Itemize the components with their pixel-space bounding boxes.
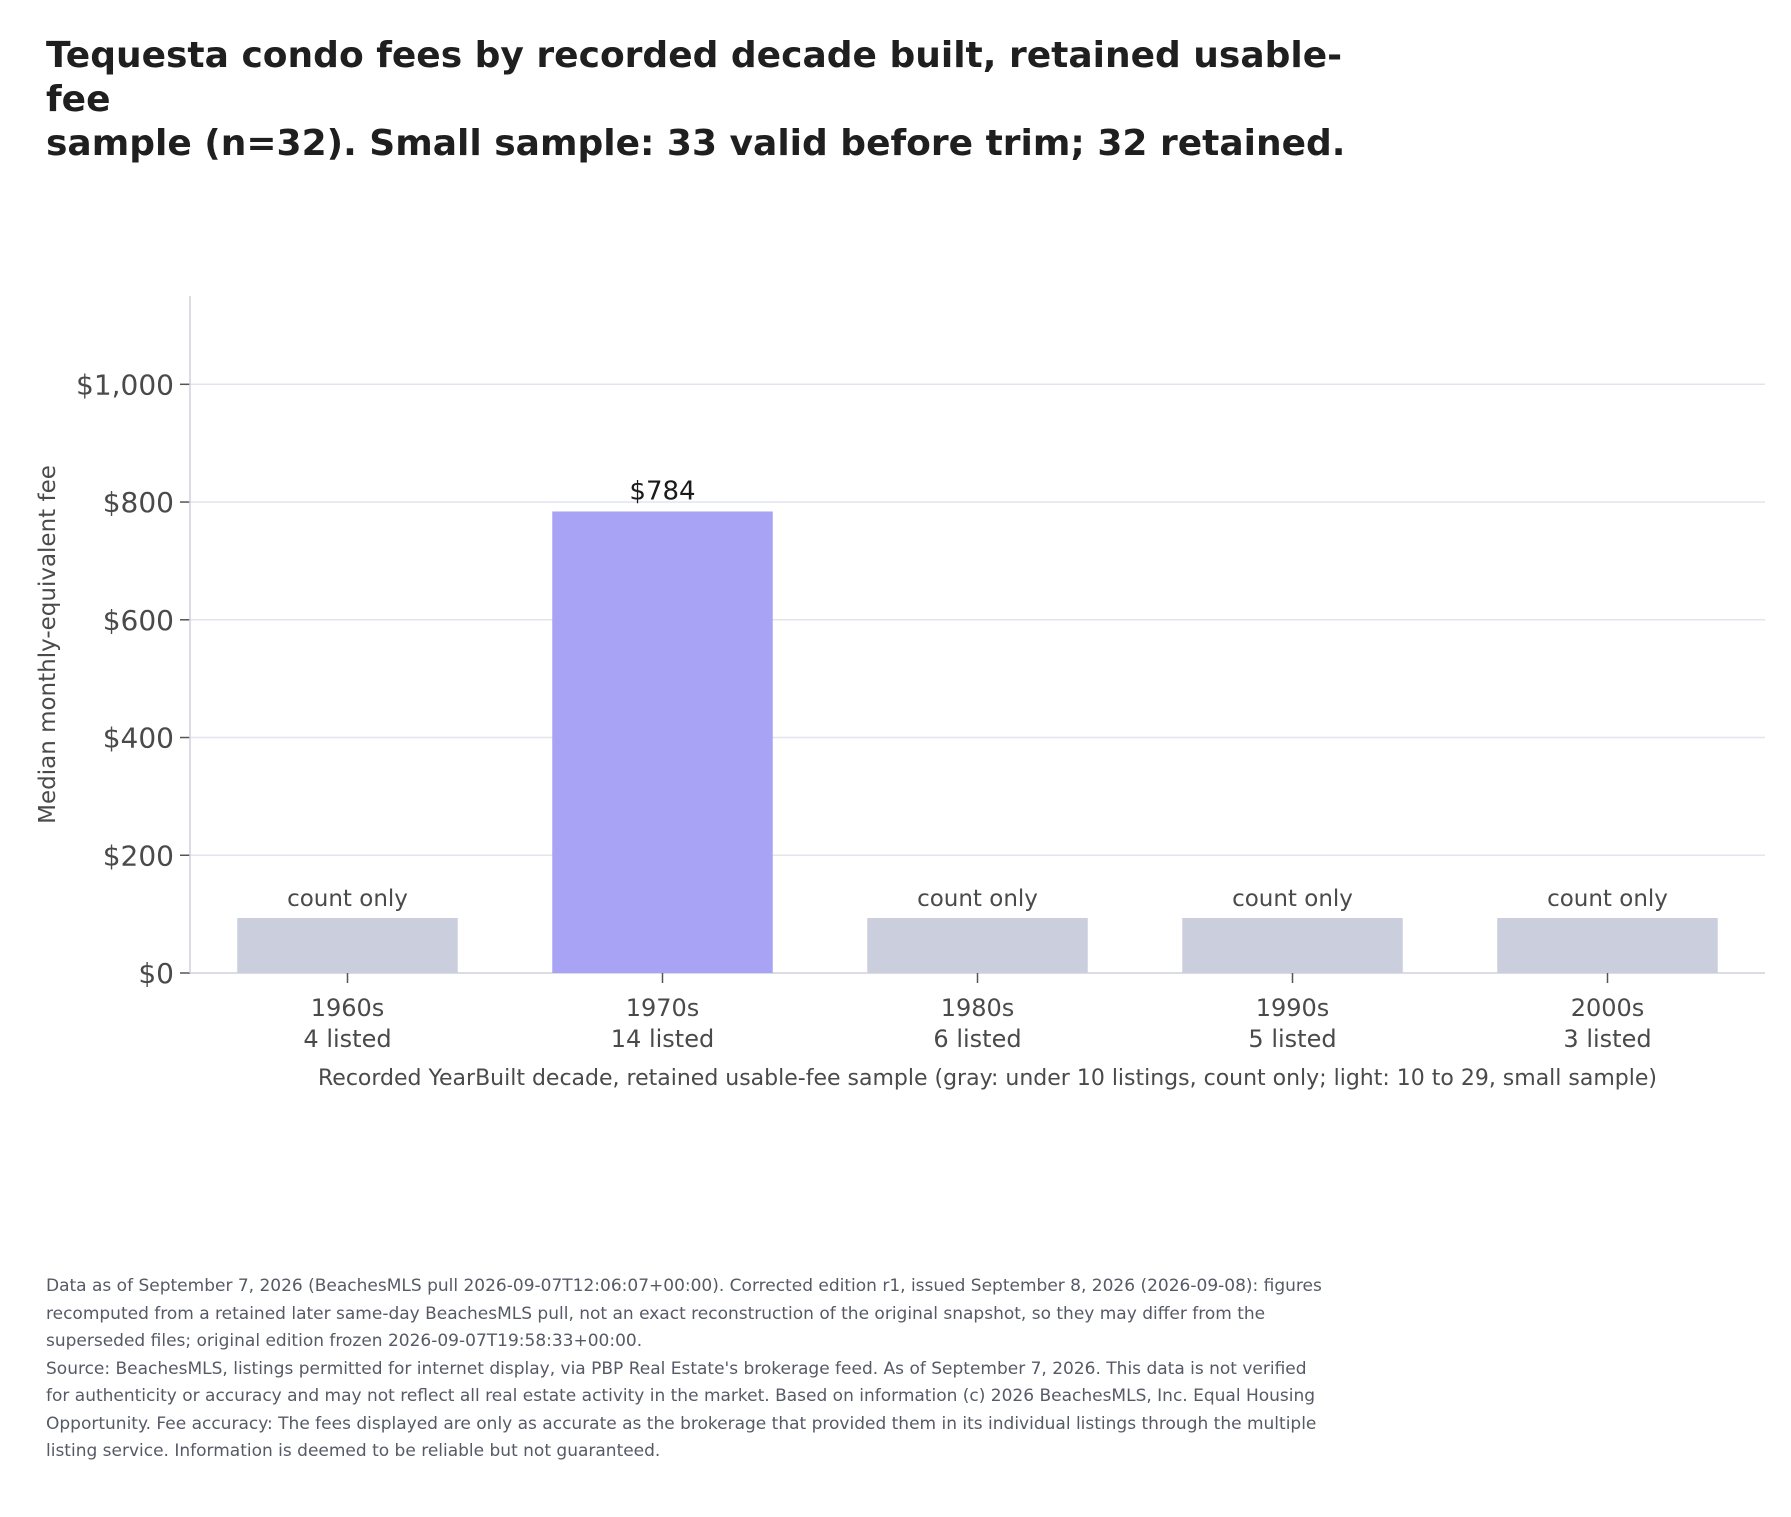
x-axis-label: Recorded YearBuilt decade, retained usab… bbox=[318, 1066, 1657, 1091]
bar-2000s bbox=[1497, 918, 1718, 973]
grid-lines bbox=[190, 383, 1765, 857]
footnote-line-7: listing service. Information is deemed t… bbox=[46, 1441, 661, 1462]
bar-1960s bbox=[237, 918, 458, 973]
x-tick-label: 1990s bbox=[1256, 994, 1330, 1022]
y-tick-label: $400 bbox=[103, 722, 174, 755]
bar-1990s bbox=[1182, 918, 1403, 973]
labels: $0 $200 $400 $600 $800 $1,000 count only 1960s 4… bbox=[76, 368, 1668, 1053]
x-count-label: 5 listed bbox=[1248, 1025, 1336, 1053]
footnote-line-2: recomputed from a retained later same-da… bbox=[46, 1303, 1266, 1324]
bar-1970s bbox=[552, 511, 773, 973]
bar-value-label: $784 bbox=[629, 476, 695, 506]
chart-title-line-2: sample (n=32). Small sample: 33 valid be… bbox=[46, 122, 1346, 164]
x-tick-label: 1970s bbox=[626, 994, 700, 1022]
footnote-line-6: Opportunity. Fee accuracy: The fees disp… bbox=[46, 1413, 1317, 1434]
y-tick-label: $600 bbox=[103, 604, 174, 637]
chart-title: Tequesta condo fees by recorded decade b… bbox=[46, 34, 1346, 166]
x-tick-label: 1960s bbox=[311, 994, 385, 1022]
x-tick-label: 1980s bbox=[941, 994, 1015, 1022]
y-tick-label: $1,000 bbox=[76, 368, 174, 401]
y-tick-label: $200 bbox=[103, 839, 174, 872]
axes bbox=[180, 296, 1765, 983]
bar-1980s bbox=[867, 918, 1088, 973]
bar-label-count-only: count only bbox=[1232, 886, 1353, 912]
bar-chart: $0 $200 $400 $600 $800 $1,000 count only 1960s 4… bbox=[35, 296, 1765, 1091]
y-tick-label: $800 bbox=[103, 486, 174, 519]
y-tick-label: $0 bbox=[138, 957, 174, 990]
bar-label-count-only: count only bbox=[287, 886, 408, 912]
bar-label-count-only: count only bbox=[1547, 886, 1668, 912]
bar-label-count-only: count only bbox=[917, 886, 1038, 912]
x-count-label: 14 listed bbox=[611, 1025, 714, 1053]
chart-title-line-1: Tequesta condo fees by recorded decade b… bbox=[46, 35, 1343, 120]
x-tick-label: 2000s bbox=[1571, 994, 1645, 1022]
footnote-line-3: superseded files; original edition froze… bbox=[46, 1331, 643, 1352]
footnote-line-4: Source: BeachesMLS, listings permitted f… bbox=[46, 1358, 1307, 1379]
x-count-label: 3 listed bbox=[1563, 1025, 1651, 1053]
footnote-line-1: Data as of September 7, 2026 (BeachesMLS… bbox=[46, 1276, 1322, 1296]
y-axis-label: Median monthly-equivalent fee bbox=[35, 465, 61, 824]
footnote: Data as of September 7, 2026 (BeachesMLS… bbox=[46, 1273, 1406, 1466]
bars bbox=[237, 511, 1718, 973]
x-count-label: 4 listed bbox=[303, 1025, 391, 1053]
x-count-label: 6 listed bbox=[933, 1025, 1021, 1053]
footnote-line-5: for authenticity or accuracy and may not… bbox=[46, 1386, 1316, 1407]
